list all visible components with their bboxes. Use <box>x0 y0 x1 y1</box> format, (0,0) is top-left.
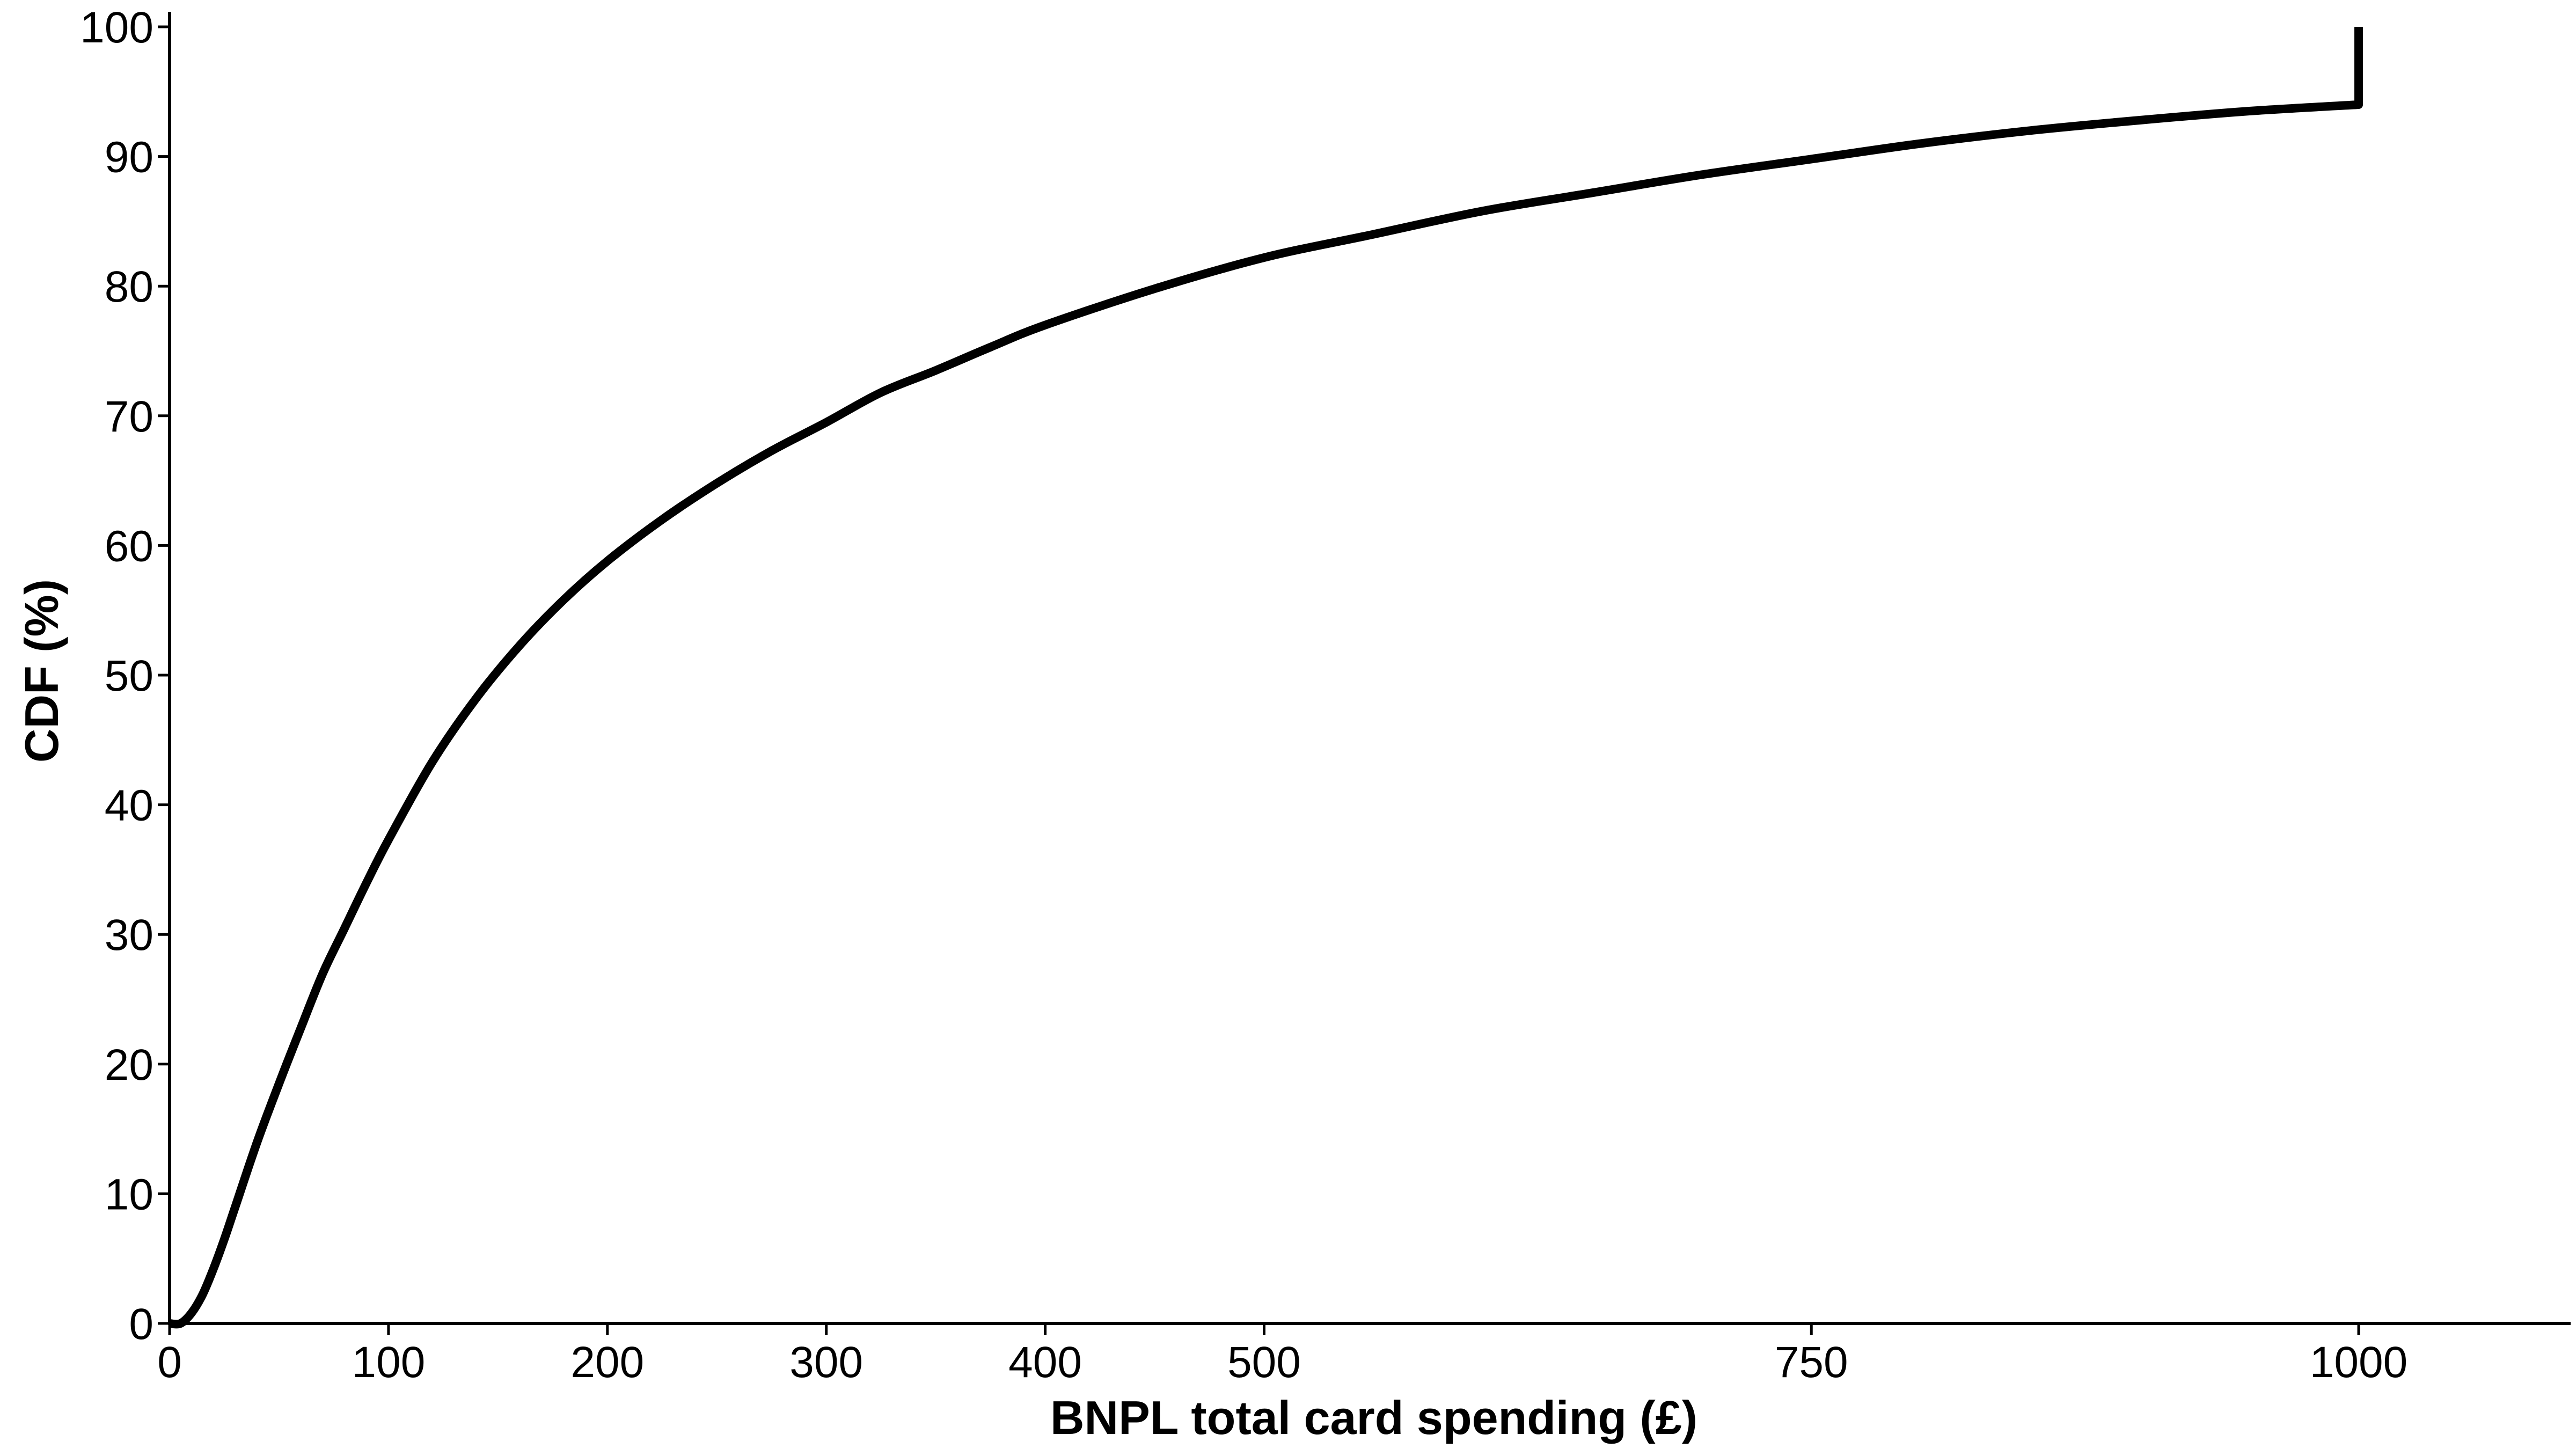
y-tick-label: 0 <box>129 1300 153 1349</box>
y-tick-label: 20 <box>105 1041 153 1089</box>
x-tick-label: 1000 <box>2310 1338 2407 1387</box>
y-tick-label: 90 <box>105 133 153 182</box>
y-tick-label: 60 <box>105 522 153 570</box>
x-tick-label: 0 <box>157 1338 182 1387</box>
x-tick-label: 200 <box>570 1338 644 1387</box>
x-tick-label: 750 <box>1775 1338 1848 1387</box>
x-axis-title: BNPL total card spending (£) <box>1050 1391 1697 1444</box>
x-tick-label: 300 <box>789 1338 863 1387</box>
y-tick-label: 10 <box>105 1170 153 1219</box>
y-tick-label: 50 <box>105 652 153 700</box>
y-axis-title: CDF (%) <box>15 579 68 763</box>
x-tick-label: 100 <box>352 1338 425 1387</box>
y-tick-label: 40 <box>105 781 153 830</box>
x-tick-label: 400 <box>1008 1338 1082 1387</box>
y-axis-ticks: 0 10 20 30 40 50 60 70 80 90 100 <box>80 3 170 1349</box>
y-tick-label: 80 <box>105 262 153 311</box>
series-line-cdf <box>169 27 2363 1329</box>
y-tick-label: 30 <box>105 911 153 960</box>
x-axis-ticks: 0 100 200 300 400 500 750 1000 <box>157 1323 2407 1387</box>
y-tick-label: 100 <box>80 3 153 52</box>
x-tick-label: 500 <box>1227 1338 1301 1387</box>
y-tick-label: 70 <box>105 392 153 441</box>
